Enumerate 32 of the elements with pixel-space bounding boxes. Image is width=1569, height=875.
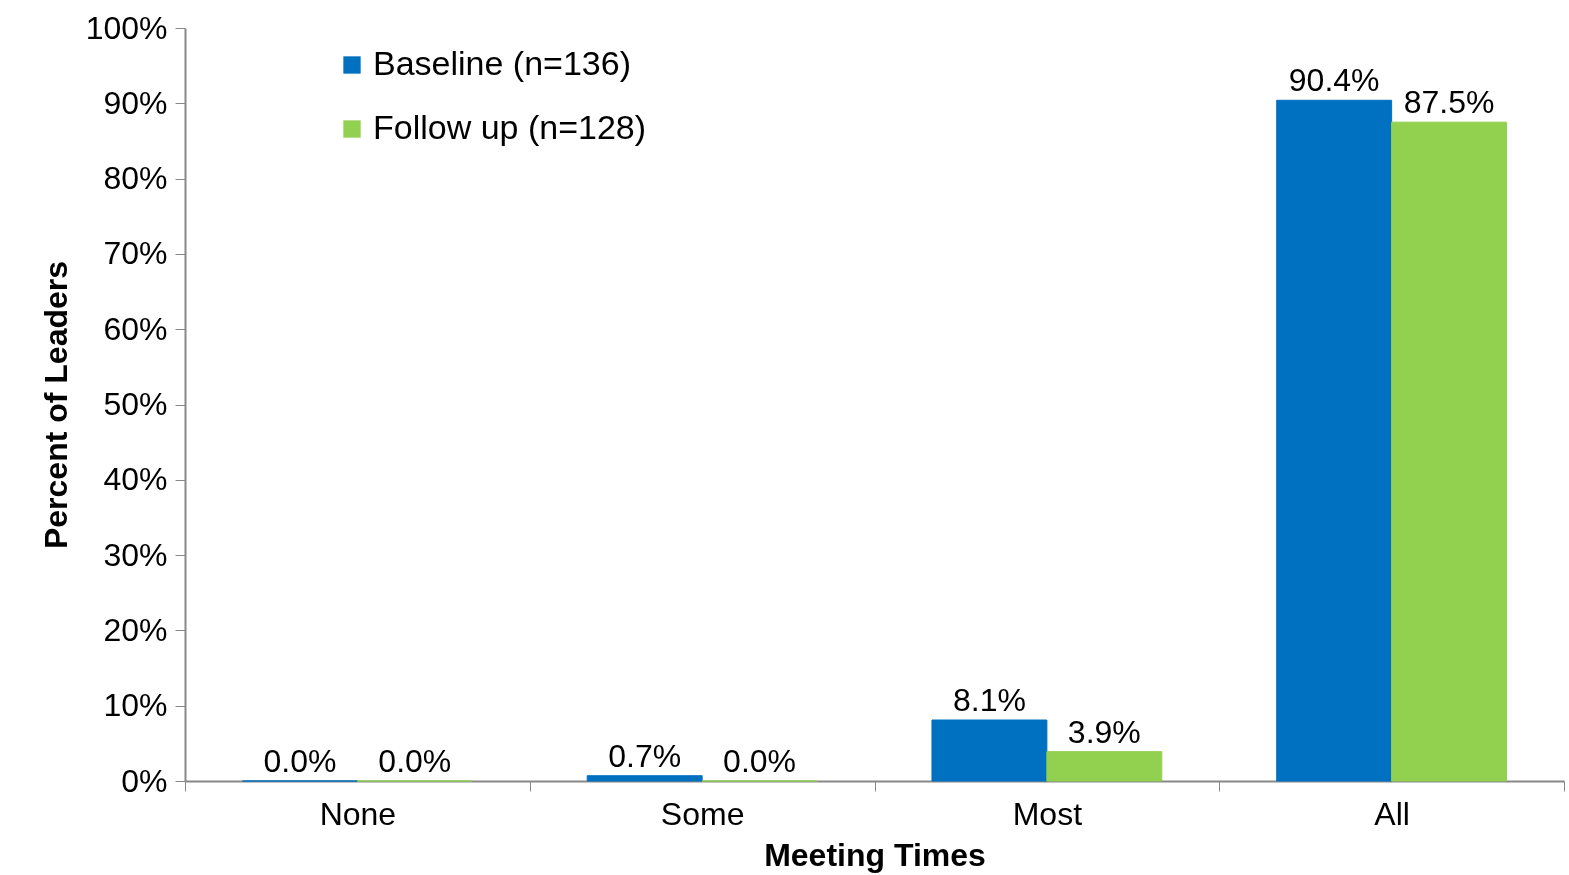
data-label: 0.0% [378, 743, 452, 779]
x-tick-label: Most [1012, 795, 1083, 832]
y-tick-label: 90% [103, 84, 168, 121]
legend-label: Baseline (n=136) [373, 44, 632, 82]
data-label: 8.1% [952, 682, 1026, 719]
y-tick-label: 70% [103, 235, 168, 272]
y-tick-label: 0% [121, 762, 168, 799]
y-tick-label: 50% [103, 386, 168, 422]
data-label: 0.0% [723, 743, 797, 779]
bar [586, 775, 703, 782]
y-tick-label: 30% [103, 536, 168, 573]
bar [1391, 121, 1508, 782]
x-tick-label: All [1374, 795, 1410, 832]
y-tick-label: 10% [103, 687, 168, 724]
x-axis-title: Meeting Times [764, 836, 986, 873]
data-label: 90.4% [1288, 62, 1380, 99]
y-tick-label: 100% [85, 9, 168, 46]
data-label: 87.5% [1403, 84, 1495, 121]
bar [1046, 751, 1163, 782]
y-axis-title: Percent of Leaders [37, 260, 74, 550]
bar [931, 719, 1048, 782]
y-tick-label: 40% [103, 461, 168, 498]
y-tick-label: 20% [103, 611, 168, 648]
data-label: 0.0% [263, 743, 337, 779]
bar [1276, 99, 1393, 782]
legend-label: Follow up (n=128) [373, 108, 647, 146]
y-tick-label: 80% [103, 160, 168, 197]
x-tick-label: Some [660, 795, 745, 832]
data-label: 3.9% [1067, 713, 1141, 750]
y-tick-label: 60% [103, 310, 168, 347]
data-label: 0.7% [608, 737, 682, 774]
x-tick-label: None [319, 795, 397, 832]
